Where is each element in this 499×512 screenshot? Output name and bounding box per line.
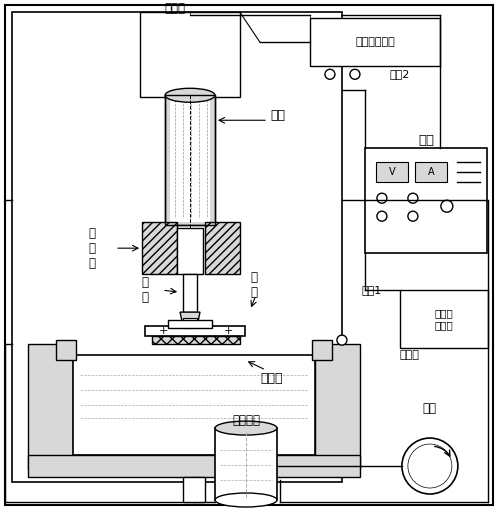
Bar: [56, 340, 76, 360]
Circle shape: [377, 211, 387, 221]
Bar: [140, 12, 240, 97]
Circle shape: [402, 438, 458, 494]
Text: 电源: 电源: [418, 134, 434, 147]
Text: 超声波发生器: 超声波发生器: [355, 37, 395, 47]
Bar: [165, 95, 215, 225]
Text: 工
件: 工 件: [250, 271, 257, 299]
Bar: [312, 340, 332, 360]
Bar: [310, 18, 440, 66]
Circle shape: [337, 335, 347, 345]
Circle shape: [408, 211, 418, 221]
Bar: [215, 428, 277, 500]
Bar: [28, 344, 73, 469]
Text: 水泵: 水泵: [423, 401, 437, 415]
Bar: [73, 355, 315, 455]
Text: A: A: [428, 167, 434, 177]
Bar: [28, 455, 360, 477]
Bar: [12, 12, 342, 482]
Bar: [183, 274, 197, 312]
Ellipse shape: [215, 421, 277, 435]
Circle shape: [377, 193, 387, 203]
Bar: [168, 320, 212, 328]
Text: V: V: [389, 167, 395, 177]
Bar: [205, 222, 240, 274]
Text: +: +: [158, 326, 168, 336]
Circle shape: [408, 444, 452, 488]
Bar: [376, 162, 408, 182]
Bar: [400, 290, 488, 348]
Circle shape: [441, 200, 453, 212]
Bar: [165, 95, 215, 225]
Ellipse shape: [165, 88, 215, 102]
Circle shape: [325, 69, 335, 79]
Circle shape: [408, 193, 418, 203]
Text: +: +: [224, 326, 233, 336]
Bar: [177, 228, 203, 274]
Bar: [170, 98, 210, 222]
Text: 位置2: 位置2: [390, 69, 410, 79]
Bar: [415, 162, 447, 182]
Bar: [142, 222, 177, 274]
Ellipse shape: [215, 493, 277, 507]
Bar: [183, 318, 197, 328]
Text: 喷
嘴: 喷 嘴: [142, 276, 149, 304]
Bar: [145, 326, 245, 336]
Text: 工作台: 工作台: [260, 372, 282, 385]
Text: 位置1: 位置1: [362, 285, 382, 295]
Text: 阳极: 阳极: [270, 109, 285, 122]
Circle shape: [350, 69, 360, 79]
Bar: [152, 336, 240, 344]
Text: 振动棒: 振动棒: [400, 350, 420, 360]
Bar: [365, 148, 487, 253]
Text: 超声波
发生器: 超声波 发生器: [435, 308, 453, 330]
Bar: [183, 477, 205, 502]
Bar: [315, 344, 360, 469]
Text: 电解液罐: 电解液罐: [232, 414, 260, 426]
Text: 振动棒: 振动棒: [165, 2, 186, 15]
Polygon shape: [180, 312, 200, 326]
Text: 喷
嘴
座: 喷 嘴 座: [89, 227, 96, 270]
